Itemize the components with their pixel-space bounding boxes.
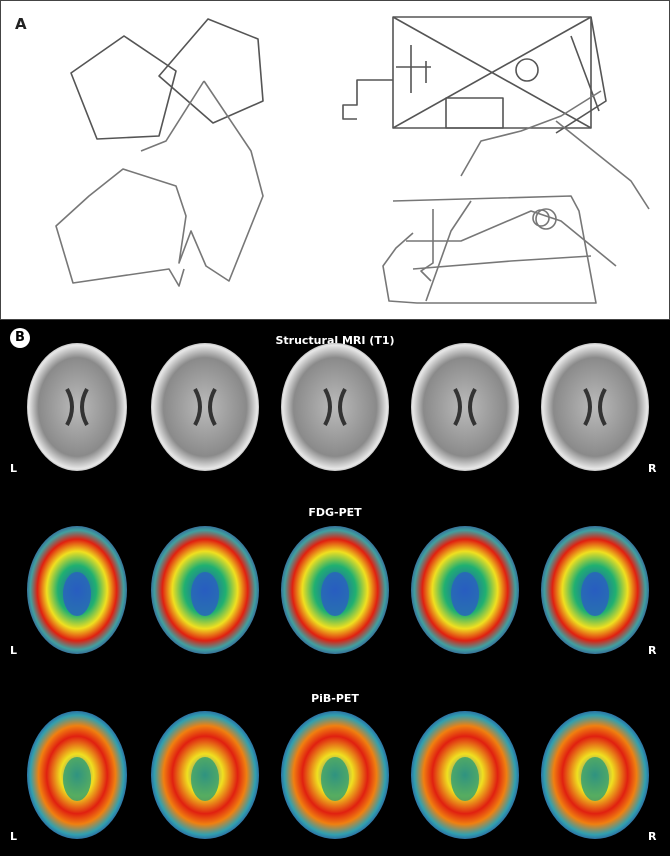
brain-slice-fdg-5 xyxy=(541,526,649,654)
brain-slice-pib-4 xyxy=(411,711,519,839)
left-label-pib: L xyxy=(10,830,18,843)
brain-slice-mri-2 xyxy=(151,343,259,471)
brain-slice-pib-3 xyxy=(281,711,389,839)
brain-slice-fdg-1 xyxy=(27,526,127,654)
brain-slice-fdg-3 xyxy=(281,526,389,654)
right-label-pib: R xyxy=(648,830,657,843)
panel-a-letter: A xyxy=(15,15,27,33)
complex-figure-copy xyxy=(382,195,597,304)
brain-slice-mri-3 xyxy=(281,343,389,471)
left-label-fdg: L xyxy=(10,644,18,657)
row-title-fdg: FDG-PET xyxy=(308,506,362,519)
right-label-mri: R xyxy=(648,462,657,475)
brain-slice-fdg-4 xyxy=(411,526,519,654)
right-label-fdg: R xyxy=(648,644,657,657)
brain-slice-fdg-2 xyxy=(151,526,259,654)
brain-slices-svg xyxy=(27,343,649,839)
panel-a-drawings: A xyxy=(0,0,670,320)
left-label-mri: L xyxy=(10,462,18,475)
brain-slice-pib-1 xyxy=(27,711,127,839)
brain-slice-pib-5 xyxy=(541,711,649,839)
pentagon-model-1 xyxy=(70,35,177,140)
brain-slice-mri-4 xyxy=(411,343,519,471)
brain-slice-mri-5 xyxy=(541,343,649,471)
panel-b-badge: B xyxy=(10,328,30,348)
row-title-pib: PiB-PET xyxy=(311,692,359,705)
pentagon-model-2 xyxy=(158,18,264,124)
panel-b-imaging: B Structural MRI (T1) L R FDG-PET L R Pi… xyxy=(0,320,670,856)
drawings-svg xyxy=(55,16,650,304)
brain-slice-mri-1 xyxy=(27,343,127,471)
brain-slice-pib-2 xyxy=(151,711,259,839)
pentagon-copy xyxy=(55,80,264,287)
row-title-mri: Structural MRI (T1) xyxy=(275,334,395,347)
